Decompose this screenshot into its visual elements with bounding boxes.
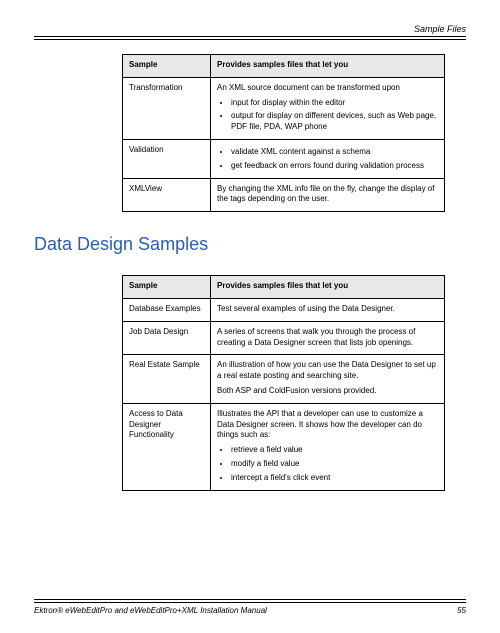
sample-description: validate XML content against a schema ge… — [211, 139, 445, 178]
description-bullets: retrieve a field value modify a field va… — [217, 445, 438, 483]
table-row: Real Estate Sample An illustration of ho… — [123, 355, 445, 403]
table-header-row: Sample Provides samples files that let y… — [123, 55, 445, 78]
footer-page-number: 55 — [457, 606, 466, 615]
page-header: Sample Files — [34, 24, 466, 37]
table-row: Job Data Design A series of screens that… — [123, 321, 445, 355]
description-text: By changing the XML info file on the fly… — [217, 184, 438, 206]
footer-bar: Ektron® eWebEditPro and eWebEditPro+XML … — [34, 602, 466, 615]
table-header-row: Sample Provides samples files that let y… — [123, 276, 445, 299]
sample-name: XMLView — [123, 178, 211, 212]
description-bullets: input for display within the editor outp… — [217, 98, 438, 133]
bullet-item: get feedback on errors found during vali… — [231, 161, 438, 172]
header-section-name: Sample Files — [414, 24, 466, 34]
footer-title: Ektron® eWebEditPro and eWebEditPro+XML … — [34, 606, 267, 615]
col-header-sample: Sample — [123, 276, 211, 299]
sample-name: Real Estate Sample — [123, 355, 211, 403]
sample-name: Job Data Design — [123, 321, 211, 355]
table-row: XMLView By changing the XML info file on… — [123, 178, 445, 212]
sample-description: Test several examples of using the Data … — [211, 298, 445, 321]
bullet-item: input for display within the editor — [231, 98, 438, 109]
table-row: Database Examples Test several examples … — [123, 298, 445, 321]
header-rule — [34, 39, 466, 40]
bullet-item: output for display on different devices,… — [231, 111, 438, 133]
col-header-sample: Sample — [123, 55, 211, 78]
description-text-2: Both ASP and ColdFusion versions provide… — [217, 386, 438, 397]
bullet-item: intercept a field's click event — [231, 473, 438, 484]
sample-description: A series of screens that walk you throug… — [211, 321, 445, 355]
description-text: A series of screens that walk you throug… — [217, 327, 438, 349]
samples-table-2: Sample Provides samples files that let y… — [122, 275, 445, 490]
sample-description: Illustrates the API that a developer can… — [211, 403, 445, 490]
description-text: Illustrates the API that a developer can… — [217, 409, 438, 441]
table-row: Transformation An XML source document ca… — [123, 77, 445, 139]
samples-table-1: Sample Provides samples files that let y… — [122, 54, 445, 212]
description-bullets: validate XML content against a schema ge… — [217, 147, 438, 172]
sample-name: Transformation — [123, 77, 211, 139]
sample-name: Database Examples — [123, 298, 211, 321]
bullet-item: validate XML content against a schema — [231, 147, 438, 158]
table-row: Access to Data Designer Functionality Il… — [123, 403, 445, 490]
page-footer: Ektron® eWebEditPro and eWebEditPro+XML … — [34, 599, 466, 615]
description-text: An illustration of how you can use the D… — [217, 360, 438, 382]
description-intro: An XML source document can be transforme… — [217, 83, 438, 94]
bullet-item: retrieve a field value — [231, 445, 438, 456]
table-row: Validation validate XML content against … — [123, 139, 445, 178]
sample-description: An XML source document can be transforme… — [211, 77, 445, 139]
sample-name: Validation — [123, 139, 211, 178]
description-text: Test several examples of using the Data … — [217, 304, 438, 315]
sample-name: Access to Data Designer Functionality — [123, 403, 211, 490]
col-header-description: Provides samples files that let you — [211, 276, 445, 299]
bullet-item: modify a field value — [231, 459, 438, 470]
section-heading: Data Design Samples — [34, 234, 466, 255]
sample-description: By changing the XML info file on the fly… — [211, 178, 445, 212]
sample-description: An illustration of how you can use the D… — [211, 355, 445, 403]
col-header-description: Provides samples files that let you — [211, 55, 445, 78]
footer-rule-thin — [34, 599, 466, 600]
